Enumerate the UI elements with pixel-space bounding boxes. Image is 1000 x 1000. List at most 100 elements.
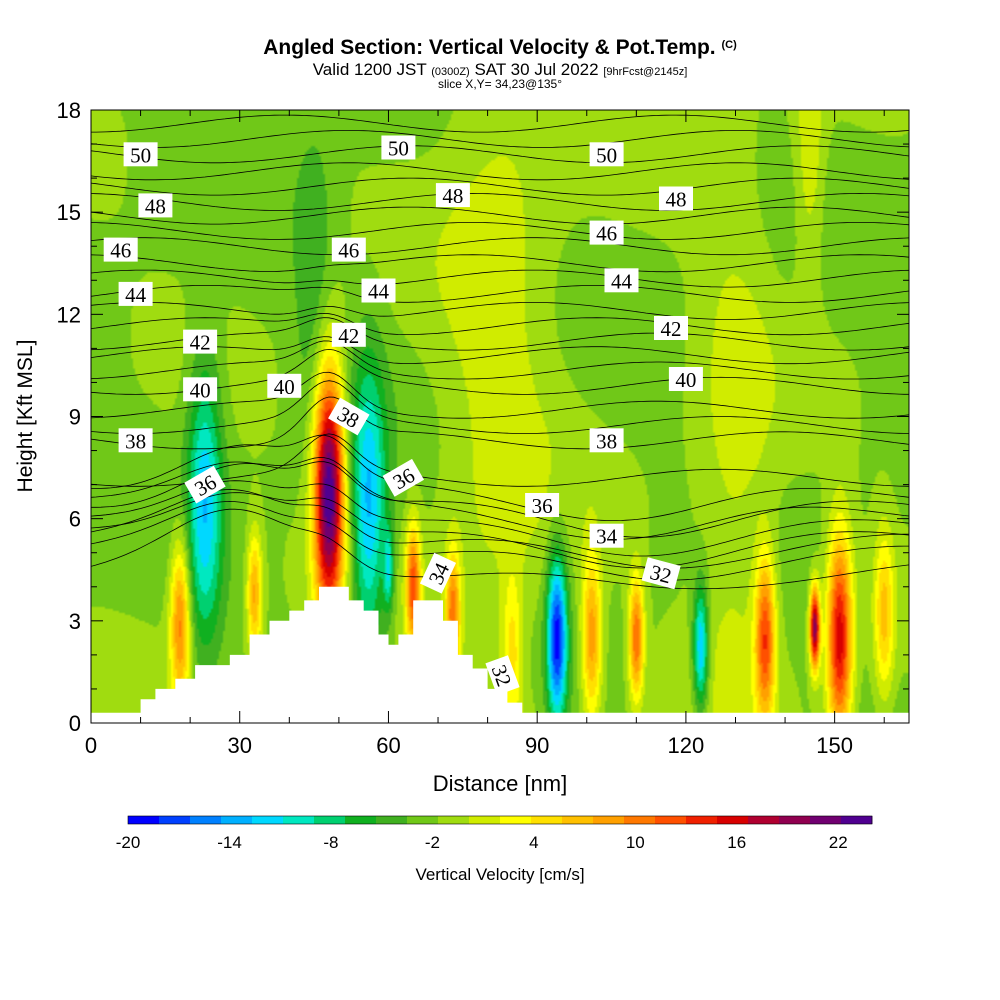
y-tick-label: 18 xyxy=(57,98,81,123)
y-tick-label: 15 xyxy=(57,200,81,225)
colorbar-swatch xyxy=(500,816,532,824)
contour-label: 40 xyxy=(267,373,302,399)
colorbar-label: Vertical Velocity [cm/s] xyxy=(415,865,584,884)
x-tick-label: 90 xyxy=(525,733,549,758)
contour-label-box xyxy=(435,183,470,208)
contour-label: 46 xyxy=(331,237,366,263)
contour-line xyxy=(91,145,909,164)
contour-line xyxy=(91,222,909,240)
colorbar: -20 -14 -8 -2 4 10 16 22 xyxy=(116,815,873,852)
contour-label-text: 44 xyxy=(125,283,147,307)
contour-line xyxy=(91,380,909,434)
colorbar-tick-label: 10 xyxy=(626,833,645,852)
contour-label: 50 xyxy=(123,142,158,167)
contour-line xyxy=(91,434,909,521)
contour-label-text: 42 xyxy=(190,331,211,355)
colorbar-tick-label: 4 xyxy=(529,833,538,852)
colorbar-swatch xyxy=(128,816,160,824)
contour-label-text: 38 xyxy=(125,429,146,453)
terrain xyxy=(91,586,909,723)
colorbar-tick-label: 22 xyxy=(829,833,848,852)
contour-label: 40 xyxy=(668,367,703,392)
contour-label-text: 44 xyxy=(611,269,633,293)
contour-line xyxy=(91,237,909,256)
contour-label-box xyxy=(183,329,218,354)
contour-label-text: 34 xyxy=(596,525,618,549)
contour-label-text: 40 xyxy=(274,375,295,399)
contour-line xyxy=(91,348,909,395)
contour-label-text: 42 xyxy=(661,317,682,341)
contour-label-text: 38 xyxy=(596,429,617,453)
contour-label-box xyxy=(485,655,520,696)
contour-line xyxy=(91,461,909,538)
contour-line xyxy=(91,254,909,273)
y-tick-label: 9 xyxy=(69,405,81,430)
contour-label-text: 46 xyxy=(596,222,617,246)
contour-label-text: 40 xyxy=(190,378,211,402)
theta-contours xyxy=(91,114,909,590)
y-tick-label: 3 xyxy=(69,609,81,634)
contour-label-box xyxy=(381,135,416,160)
contour-line xyxy=(91,336,909,365)
contour-label-box xyxy=(589,142,624,167)
contour-line xyxy=(91,312,909,336)
contour-label: 46 xyxy=(103,237,138,263)
contour-label: 36 xyxy=(525,493,560,518)
colorbar-tick-label: 16 xyxy=(727,833,746,852)
contour-label-text: 42 xyxy=(338,324,359,348)
contour-line xyxy=(91,492,909,569)
contour-label-box xyxy=(589,523,624,548)
colorbar-swatch xyxy=(407,816,439,824)
colorbar-swatch xyxy=(686,816,718,824)
contour-label-box xyxy=(654,316,688,340)
colorbar-swatch xyxy=(252,816,284,824)
contour-label: 44 xyxy=(604,268,639,293)
contour-line xyxy=(91,340,909,380)
contour-line xyxy=(91,396,909,450)
colorbar-swatch xyxy=(221,816,253,824)
contour-line xyxy=(91,500,909,581)
y-tick-label: 12 xyxy=(57,302,81,327)
x-tick-label: 30 xyxy=(227,733,251,758)
contour-label: 50 xyxy=(589,142,624,167)
contour-label-text: 44 xyxy=(368,280,390,304)
contour-line xyxy=(91,206,909,225)
contour-label-box xyxy=(641,557,681,590)
colorbar-swatch xyxy=(779,816,811,824)
colorbar-tick-label: -2 xyxy=(425,833,440,852)
contour-label: 48 xyxy=(435,183,470,208)
slice-label: slice X,Y= 34,23@135° xyxy=(437,77,563,91)
contour-label-text: 40 xyxy=(675,368,696,392)
chart-subtitle: Valid 1200 JST (0300Z) SAT 30 Jul 2022 [… xyxy=(312,60,688,79)
contour-label-text: 48 xyxy=(666,188,687,212)
contour-label-text: 50 xyxy=(130,143,151,167)
colorbar-swatch xyxy=(748,816,780,824)
contour-line xyxy=(91,285,909,303)
contour-label-box xyxy=(118,281,153,306)
contour-label-text: 36 xyxy=(532,494,553,518)
contour-label: 44 xyxy=(118,281,153,307)
contour-label-box xyxy=(668,367,703,391)
contour-line xyxy=(91,457,909,540)
contour-label-box xyxy=(331,322,366,347)
contour-label: 34 xyxy=(589,523,624,549)
contour-label-box xyxy=(659,186,693,211)
contour-label: 48 xyxy=(659,186,693,212)
contour-label: 50 xyxy=(381,135,416,161)
contour-label-box xyxy=(525,493,560,517)
contour-line xyxy=(91,177,909,196)
contour-labels: 50 50 50 48 48 48 46 46 46 44 44 44 42 42 42 40 40 40 38 38… xyxy=(103,135,703,696)
colorbar-swatch xyxy=(810,816,842,824)
contour-label-text: 46 xyxy=(338,239,359,263)
colorbar-swatch xyxy=(531,816,563,824)
x-tick-label: 0 xyxy=(85,733,97,758)
contour-line xyxy=(91,302,909,320)
contour-label-box xyxy=(184,465,226,504)
colorbar-swatch xyxy=(841,816,873,824)
contour-label-box xyxy=(118,428,153,453)
contour-label-box xyxy=(103,237,138,262)
y-tick-label: 6 xyxy=(69,507,81,532)
colorbar-tick-label: -20 xyxy=(116,833,141,852)
